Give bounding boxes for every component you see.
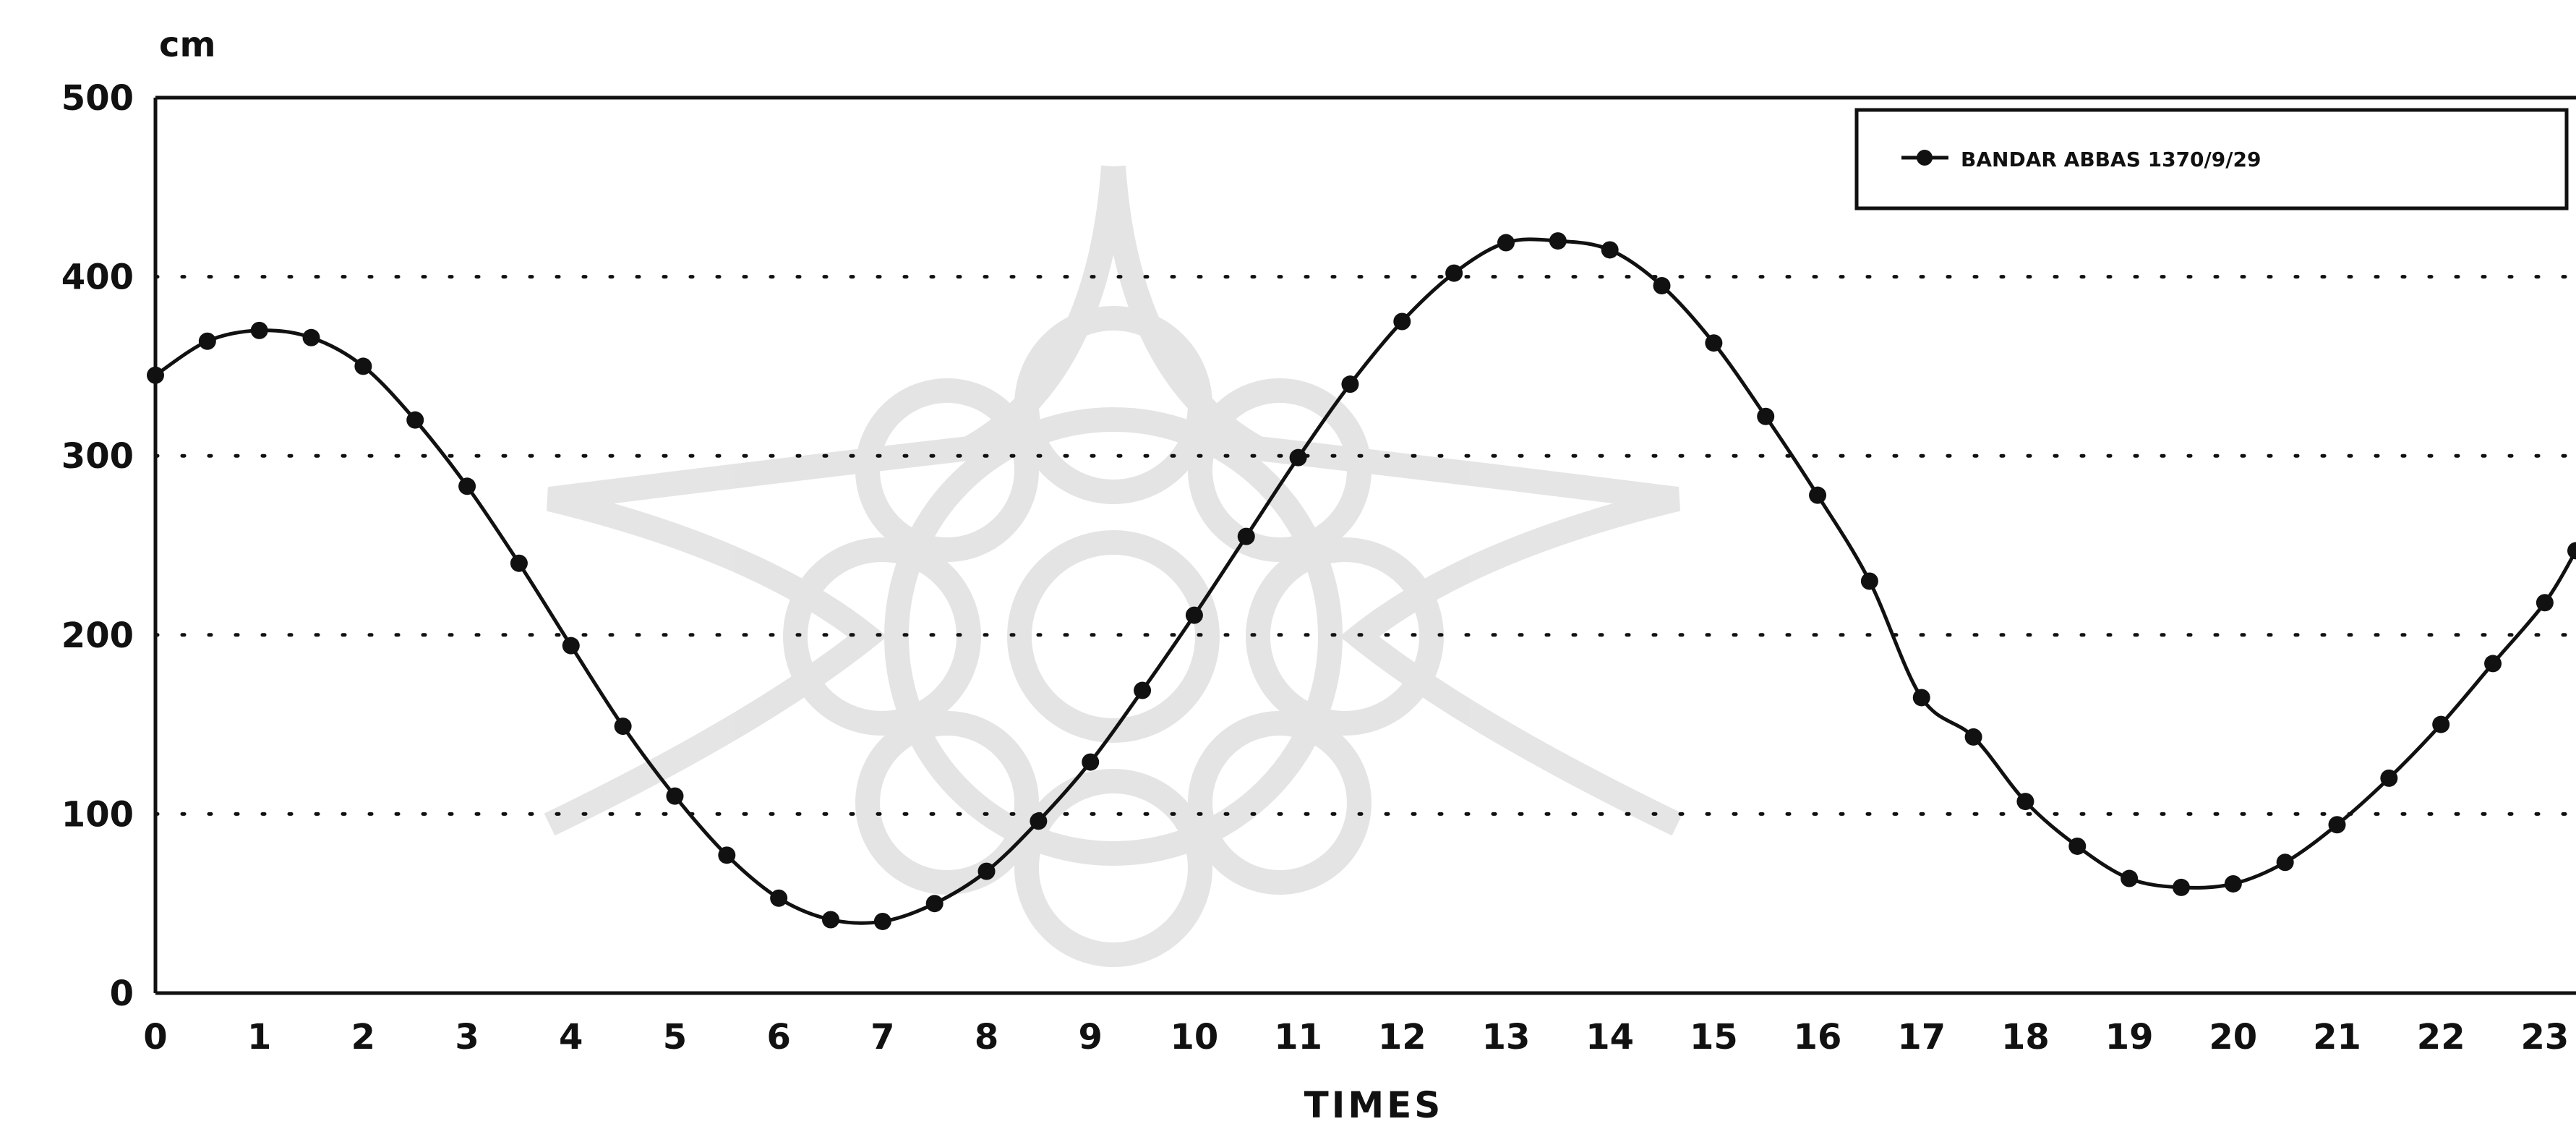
data-point-0-10 — [666, 787, 684, 805]
data-point-0-1 — [198, 332, 216, 350]
data-point-0-15 — [925, 895, 943, 913]
data-point-0-26 — [1497, 234, 1515, 252]
x-axis-label: TIMES — [1304, 1084, 1444, 1124]
x-tick-label-13: 13 — [1482, 1017, 1531, 1057]
data-point-0-43 — [2380, 769, 2398, 787]
data-point-0-23 — [1341, 375, 1359, 393]
x-tick-label-9: 9 — [1079, 1017, 1103, 1057]
data-point-0-38 — [2121, 869, 2139, 887]
legend-box — [1854, 108, 2569, 210]
x-tick-label-10: 10 — [1171, 1017, 1219, 1057]
data-point-0-14 — [873, 912, 891, 930]
legend: BANDAR ABBAS 1370/9/29 — [1854, 108, 2569, 210]
series-layer — [147, 232, 2576, 930]
y-tick-label-500: 500 — [61, 78, 134, 119]
data-point-0-12 — [770, 889, 788, 907]
y-tick-label-200: 200 — [61, 616, 134, 656]
x-tick-label-0: 0 — [143, 1017, 167, 1057]
x-tick-label-2: 2 — [351, 1017, 375, 1057]
data-point-0-9 — [614, 718, 632, 736]
y-tick-label-0: 0 — [110, 974, 134, 1014]
data-point-0-29 — [1653, 276, 1671, 294]
x-tick-label-22: 22 — [2417, 1017, 2465, 1057]
data-point-0-4 — [354, 357, 372, 375]
data-point-0-41 — [2276, 853, 2294, 872]
data-point-0-30 — [1705, 334, 1723, 352]
y-axis-label: cm — [159, 25, 215, 65]
data-point-0-40 — [2224, 874, 2242, 893]
x-axis-ticks: 0 1 2 3 4 5 6 7 8 9 10 11 12 13 14 15 16 17 18 19 20 21 22 23 — [143, 1017, 2569, 1057]
x-tick-label-5: 5 — [663, 1017, 687, 1057]
data-point-0-22 — [1289, 448, 1307, 467]
data-point-0-31 — [1757, 407, 1775, 425]
data-point-0-2 — [250, 321, 268, 339]
legend-entry-label: BANDAR ABBAS 1370/9/29 — [1961, 148, 2261, 171]
data-point-0-18 — [1082, 753, 1100, 771]
data-point-0-36 — [2016, 793, 2034, 811]
x-tick-label-8: 8 — [975, 1017, 998, 1057]
x-tick-label-12: 12 — [1378, 1017, 1426, 1057]
data-point-0-24 — [1393, 312, 1411, 331]
data-point-0-25 — [1445, 264, 1463, 282]
data-point-0-0 — [147, 366, 164, 384]
x-tick-label-16: 16 — [1794, 1017, 1842, 1057]
watermark-logo — [544, 165, 1683, 967]
x-tick-label-6: 6 — [766, 1017, 790, 1057]
x-tick-label-15: 15 — [1690, 1017, 1738, 1057]
data-point-0-34 — [1912, 689, 1930, 707]
x-tick-label-11: 11 — [1274, 1017, 1322, 1057]
data-point-0-21 — [1237, 527, 1255, 545]
y-tick-label-300: 300 — [61, 436, 134, 477]
x-tick-label-7: 7 — [870, 1017, 894, 1057]
data-point-0-46 — [2536, 594, 2554, 612]
gridlines — [153, 275, 2576, 816]
x-tick-label-4: 4 — [559, 1017, 583, 1057]
data-point-0-42 — [2328, 816, 2346, 834]
y-tick-label-100: 100 — [61, 794, 134, 835]
data-point-0-7 — [510, 554, 528, 572]
x-tick-label-1: 1 — [247, 1017, 271, 1057]
data-point-0-27 — [1549, 232, 1567, 250]
y-tick-label-400: 400 — [61, 257, 134, 298]
x-tick-label-20: 20 — [2209, 1017, 2257, 1057]
data-point-0-39 — [2172, 878, 2190, 896]
data-point-0-45 — [2484, 655, 2502, 673]
data-point-0-47 — [2567, 542, 2576, 560]
x-tick-label-17: 17 — [1897, 1017, 1946, 1057]
x-tick-label-23: 23 — [2520, 1017, 2569, 1057]
data-point-0-6 — [458, 477, 476, 495]
x-tick-label-19: 19 — [2105, 1017, 2154, 1057]
x-tick-label-21: 21 — [2313, 1017, 2361, 1057]
data-point-0-13 — [821, 911, 839, 929]
data-point-0-32 — [1809, 486, 1827, 504]
data-point-0-17 — [1030, 812, 1048, 830]
data-point-0-20 — [1185, 606, 1203, 624]
data-point-0-33 — [1860, 572, 1878, 590]
x-tick-label-14: 14 — [1586, 1017, 1634, 1057]
y-axis-ticks: 0 100 200 300 400 500 — [61, 78, 134, 1014]
plot-area-frame — [153, 95, 2576, 995]
data-point-0-19 — [1134, 681, 1152, 699]
data-point-0-5 — [406, 411, 424, 429]
data-point-0-28 — [1601, 241, 1619, 259]
data-point-0-16 — [977, 862, 996, 880]
data-point-0-11 — [718, 846, 736, 864]
data-point-0-8 — [562, 636, 580, 655]
data-point-0-3 — [302, 328, 320, 346]
legend-marker — [1917, 150, 1933, 166]
data-point-0-44 — [2432, 715, 2450, 733]
x-tick-label-18: 18 — [2001, 1017, 2050, 1057]
x-tick-label-3: 3 — [455, 1017, 479, 1057]
data-point-0-37 — [2068, 837, 2087, 855]
data-point-0-35 — [1964, 728, 1982, 746]
